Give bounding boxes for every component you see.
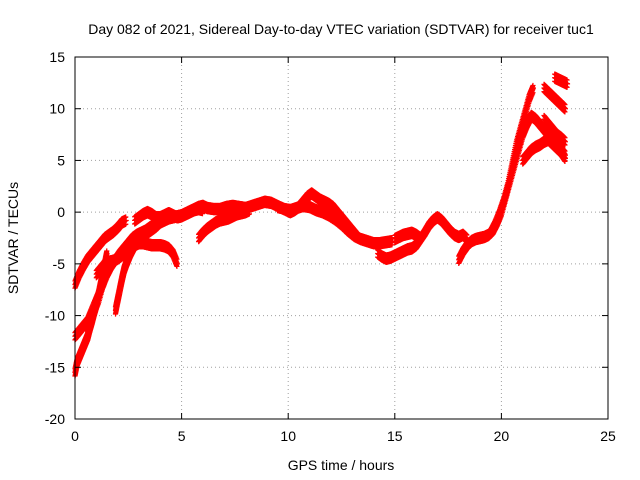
data-point <box>123 217 129 224</box>
data-point <box>104 250 110 257</box>
data-series-arc-1 <box>72 214 129 291</box>
data-marks <box>72 71 571 379</box>
chart-title: Day 082 of 2021, Sidereal Day-to-day VTE… <box>88 21 594 37</box>
